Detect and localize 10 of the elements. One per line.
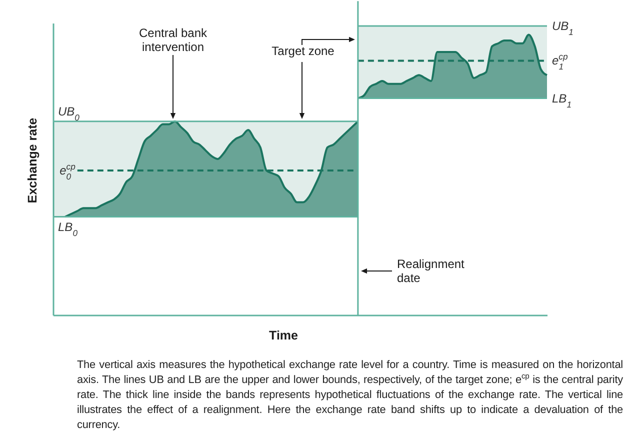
series-label: LB$_{1}$	[552, 91, 572, 110]
x-axis-title: Time	[269, 328, 298, 342]
annotation: Central bank intervention	[138, 26, 208, 54]
annotation: Realignment date	[397, 257, 466, 285]
series-label: UB$_{0}$	[58, 104, 80, 122]
series-label: LB$_{0}$	[58, 220, 78, 238]
y-axis-title: Exchange rate	[26, 118, 40, 204]
text: The vertical axis measures the hypothetical exchange rate level for a country. Time is measured on the horizontal axis. The lines UB and LB are the upper and lower bounds, respectively, of the target zone; e$^{cp}$ is the central parity rate. The thick line inside the bands represents hypothetical fluctuations of the exchange rate. The vertical line illustrates the effect of a realignment. Here the exchange rate band shifts up to indicate a devaluation of the currency.	[77, 358, 623, 433]
series-label: UB$_{1}$	[552, 19, 574, 38]
annotation: Target zone	[272, 44, 335, 58]
